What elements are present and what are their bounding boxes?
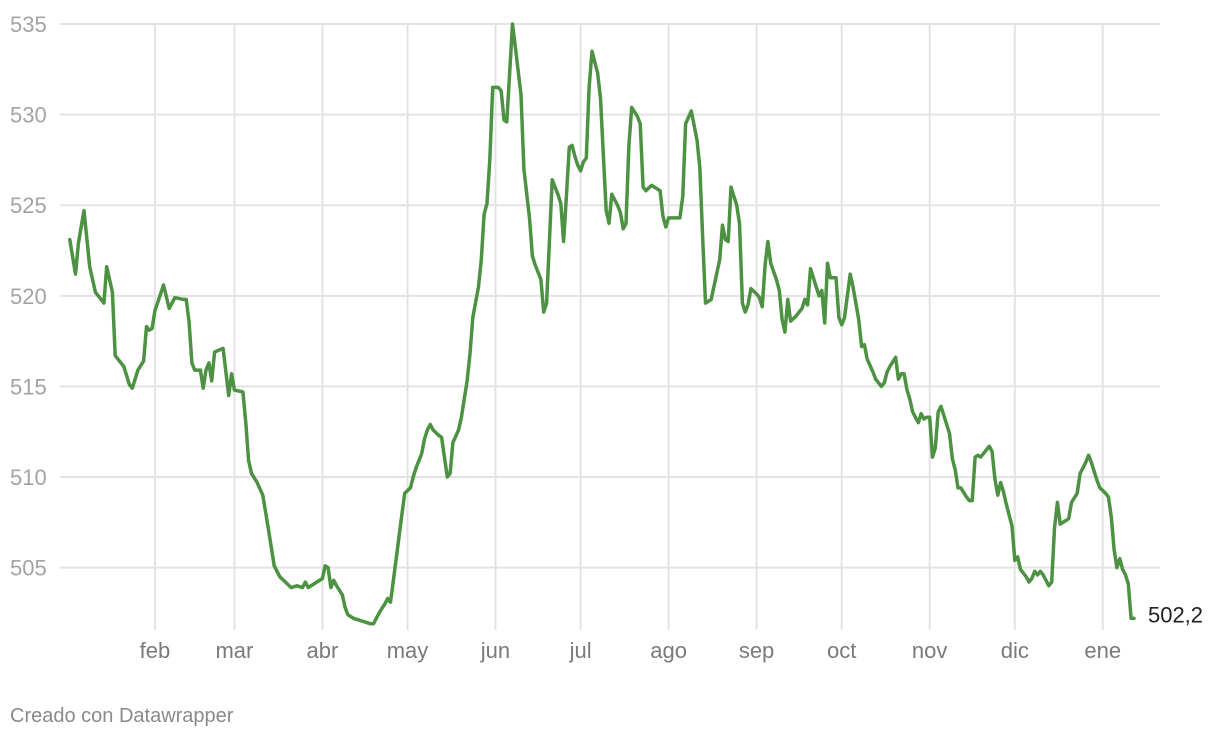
y-axis-tick-labels: 505 510 515 520 525 530 535 — [10, 12, 47, 581]
x-tick-label: ene — [1084, 638, 1121, 663]
y-tick-label: 520 — [10, 284, 47, 309]
x-axis-tick-labels: feb mar abr may jun jul ago sep oct nov dic ene — [140, 638, 1121, 663]
y-tick-label: 525 — [10, 193, 47, 218]
x-tick-label: mar — [215, 638, 253, 663]
grid-lines — [60, 23, 1160, 630]
series-line-group — [68, 22, 1136, 626]
x-tick-label: feb — [140, 638, 171, 663]
x-tick-label: nov — [912, 638, 947, 663]
y-tick-label: 530 — [10, 103, 47, 128]
x-tick-label: dic — [1001, 638, 1029, 663]
x-tick-label: may — [387, 638, 429, 663]
end-value-label: 502,2 — [1148, 602, 1203, 627]
x-tick-label: sep — [739, 638, 774, 663]
credit-text: Creado con Datawrapper — [10, 705, 234, 727]
x-tick-label: jul — [569, 638, 592, 663]
x-tick-label: jun — [480, 638, 510, 663]
series-line — [68, 22, 1136, 626]
x-tick-label: oct — [827, 638, 856, 663]
y-tick-label: 505 — [10, 556, 47, 581]
x-tick-label: abr — [306, 638, 338, 663]
x-tick-label: ago — [650, 638, 687, 663]
y-tick-label: 510 — [10, 465, 47, 490]
end-value-label-group: 502,2 — [1148, 602, 1203, 627]
line-chart: 505 510 515 520 525 530 535 feb mar abr may jun jul… — [10, 12, 1203, 663]
y-tick-label: 535 — [10, 12, 47, 37]
y-tick-label: 515 — [10, 374, 47, 399]
